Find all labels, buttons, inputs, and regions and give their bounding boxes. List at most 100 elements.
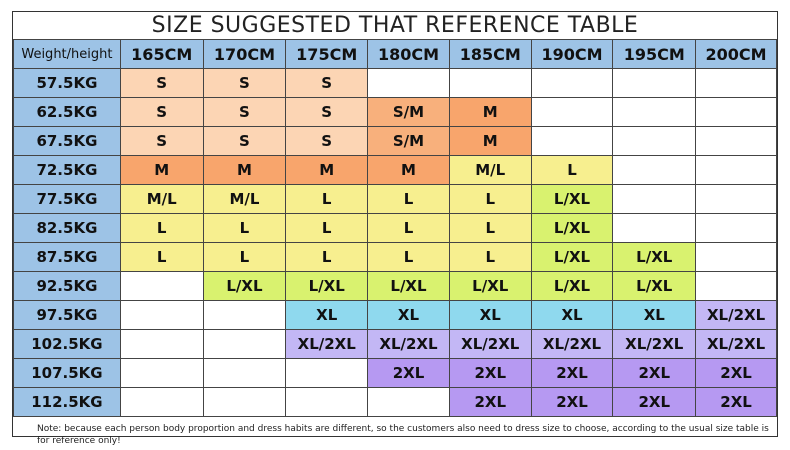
size-cell: 2XL — [612, 387, 697, 417]
height-header: 165CM — [119, 39, 204, 69]
size-cell: S — [202, 68, 287, 98]
table-row: 87.5KG L L L L L L/XL L/XL — [13, 242, 777, 272]
size-cell — [367, 68, 450, 98]
size-cell: L/XL — [530, 184, 614, 214]
size-cell — [695, 97, 777, 127]
size-table: Weight/height 165CM 170CM 175CM 180CM 185CM 1… — [13, 39, 777, 417]
weight-cell: 72.5KG — [13, 155, 121, 185]
size-cell: L/XL — [530, 271, 614, 301]
size-cell — [285, 387, 369, 417]
size-cell: L — [367, 184, 450, 214]
size-cell: L/XL — [612, 242, 697, 272]
weight-cell: 57.5KG — [13, 68, 121, 98]
size-cell: L/XL — [612, 271, 697, 301]
table-title: SIZE SUGGESTED THAT REFERENCE TABLE — [151, 13, 639, 38]
height-header: 175CM — [285, 39, 369, 69]
size-cell: L — [285, 242, 369, 272]
size-cell — [695, 126, 777, 156]
size-cell — [695, 155, 777, 185]
size-cell: M — [285, 155, 369, 185]
size-cell: M — [448, 126, 532, 156]
size-cell: XL/2XL — [612, 329, 697, 359]
size-cell: L/XL — [285, 271, 369, 301]
table-row: 97.5KG XL XL XL XL XL XL/2XL — [13, 300, 777, 330]
size-cell: 2XL — [448, 387, 532, 417]
corner-header: Weight/height — [13, 39, 121, 69]
size-cell: 2XL — [612, 358, 697, 388]
size-cell: L — [285, 213, 369, 243]
size-cell: M — [119, 155, 204, 185]
size-cell: XL — [448, 300, 532, 330]
size-cell: XL/2XL — [448, 329, 532, 359]
size-cell — [202, 300, 287, 330]
size-cell — [202, 387, 287, 417]
table-row: 77.5KG M/L M/L L L L L/XL — [13, 184, 777, 214]
size-cell: S — [119, 126, 204, 156]
size-cell: M — [202, 155, 287, 185]
size-cell — [119, 387, 204, 417]
size-cell: L/XL — [530, 213, 614, 243]
weight-cell: 82.5KG — [13, 213, 121, 243]
size-cell — [695, 242, 777, 272]
height-header: 195CM — [612, 39, 697, 69]
weight-cell: 112.5KG — [13, 387, 121, 417]
size-cell: S — [285, 68, 369, 98]
table-body: 57.5KG S S S 62.5KG S S S S/M M 67.5KG S S S S/M M 72.5K… — [13, 68, 777, 417]
size-cell: XL — [367, 300, 450, 330]
size-cell — [448, 68, 532, 98]
size-cell: S — [285, 97, 369, 127]
size-cell: L/XL — [367, 271, 450, 301]
size-cell — [119, 358, 204, 388]
table-row: 102.5KG XL/2XL XL/2XL XL/2XL XL/2XL XL/2XL XL/… — [13, 329, 777, 359]
table-row: 62.5KG S S S S/M M — [13, 97, 777, 127]
size-cell: M/L — [119, 184, 204, 214]
height-header: 170CM — [202, 39, 287, 69]
size-cell: L — [367, 213, 450, 243]
size-cell — [119, 329, 204, 359]
size-cell — [612, 97, 697, 127]
size-cell — [612, 155, 697, 185]
size-cell — [119, 271, 204, 301]
size-cell: L/XL — [448, 271, 532, 301]
weight-cell: 67.5KG — [13, 126, 121, 156]
size-cell — [695, 184, 777, 214]
size-cell — [285, 358, 369, 388]
height-header: 180CM — [367, 39, 450, 69]
size-cell: XL/2XL — [530, 329, 614, 359]
size-cell — [612, 68, 697, 98]
size-cell: S — [119, 97, 204, 127]
table-row: 112.5KG 2XL 2XL 2XL 2XL — [13, 387, 777, 417]
height-header: 185CM — [448, 39, 532, 69]
size-cell: M/L — [448, 155, 532, 185]
footnote: Note: because each person body proportio… — [37, 424, 769, 446]
size-cell: L — [367, 242, 450, 272]
size-cell: S — [202, 126, 287, 156]
size-cell: L — [448, 213, 532, 243]
size-cell: S/M — [367, 97, 450, 127]
size-cell: L — [119, 242, 204, 272]
size-cell: 2XL — [367, 358, 450, 388]
size-cell: S/M — [367, 126, 450, 156]
size-cell: L — [285, 184, 369, 214]
header-row: Weight/height 165CM 170CM 175CM 180CM 185CM 1… — [13, 39, 777, 69]
size-cell — [612, 184, 697, 214]
size-cell — [202, 329, 287, 359]
size-cell: M — [448, 97, 532, 127]
size-cell: XL — [612, 300, 697, 330]
size-cell — [367, 387, 450, 417]
size-cell: S — [285, 126, 369, 156]
size-cell: M/L — [202, 184, 287, 214]
size-cell: M — [367, 155, 450, 185]
size-cell: L — [119, 213, 204, 243]
size-cell: L — [530, 155, 614, 185]
size-cell: XL — [530, 300, 614, 330]
size-cell — [119, 300, 204, 330]
weight-cell: 62.5KG — [13, 97, 121, 127]
weight-cell: 97.5KG — [13, 300, 121, 330]
size-cell: XL/2XL — [695, 300, 777, 330]
size-cell: XL/2XL — [367, 329, 450, 359]
size-cell — [530, 97, 614, 127]
size-cell: L — [202, 213, 287, 243]
table-row: 82.5KG L L L L L L/XL — [13, 213, 777, 243]
table-row: 92.5KG L/XL L/XL L/XL L/XL L/XL L/XL — [13, 271, 777, 301]
